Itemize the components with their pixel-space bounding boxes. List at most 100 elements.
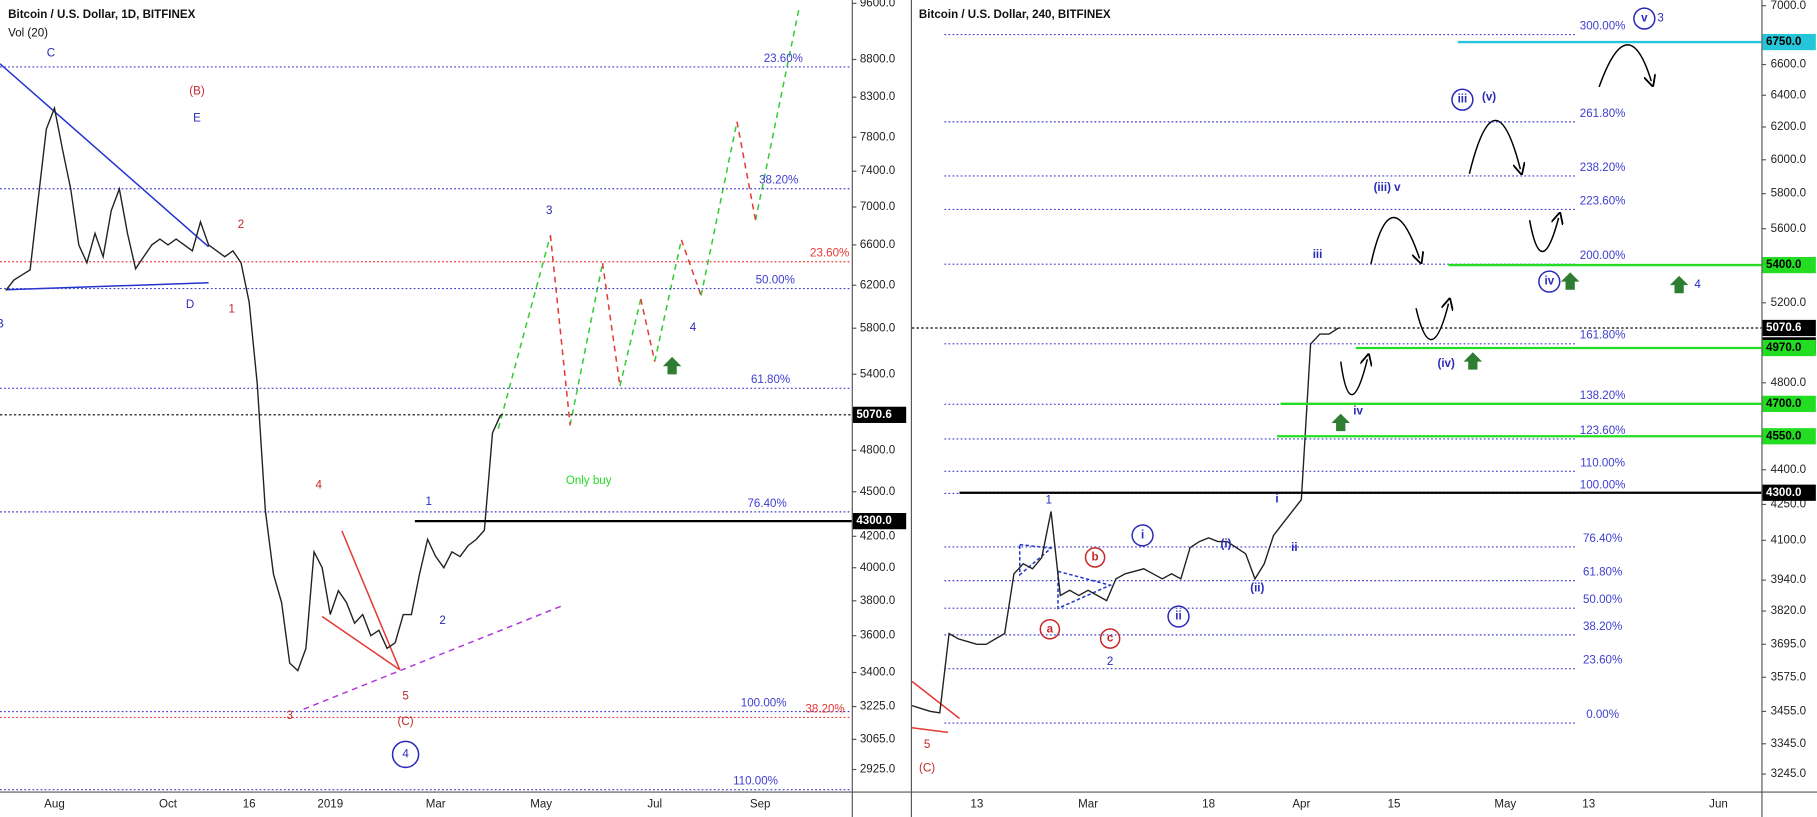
- wave-label: 4: [315, 480, 322, 492]
- wave-label: 5: [924, 739, 930, 751]
- wave-label: (B): [189, 86, 205, 98]
- y-tick-label: 4400.0: [1771, 464, 1806, 476]
- x-tick-label: Oct: [159, 798, 178, 810]
- price-box: [852, 513, 907, 530]
- fib-label: 61.80%: [751, 374, 790, 386]
- y-tick-label: 4200.0: [860, 530, 895, 542]
- price-box-label: 5400.0: [1766, 259, 1801, 271]
- wave-label: i: [1141, 529, 1144, 541]
- wave-circle: [1131, 524, 1154, 547]
- y-tick-label: 6400.0: [1771, 89, 1806, 101]
- fib-label: 76.40%: [747, 498, 786, 510]
- fib-label: 50.00%: [756, 275, 795, 287]
- price-box-label: 5070.6: [1766, 322, 1802, 334]
- wave-label: (v): [1482, 91, 1496, 103]
- wave-label: a: [1047, 623, 1054, 635]
- y-tick-label: 7400.0: [860, 165, 895, 177]
- wave-label: 4: [1694, 279, 1701, 291]
- wave-label: v: [1641, 13, 1648, 25]
- y-tick-label: 4000.0: [860, 562, 895, 574]
- wave-label: 1: [1045, 495, 1051, 507]
- wave-circle: [1084, 547, 1106, 568]
- wave-circle: [1633, 7, 1656, 30]
- wave-label: B: [0, 319, 4, 331]
- y-tick-label: 4800.0: [1771, 377, 1806, 389]
- x-tick-label: Jun: [1709, 798, 1728, 810]
- fib-label: 123.60%: [1580, 425, 1626, 437]
- y-tick-label: 3400.0: [860, 667, 895, 679]
- x-tick-label: Apr: [1292, 798, 1310, 810]
- x-tick-label: May: [1494, 798, 1516, 810]
- wave-circle: [1538, 270, 1561, 293]
- price-box-label: 4300.0: [856, 515, 891, 527]
- fib-label: 50.00%: [1583, 594, 1622, 606]
- wave-label: (C): [919, 762, 935, 774]
- price-box-label: 5070.6: [856, 409, 892, 421]
- x-tick-label: May: [530, 798, 552, 810]
- trend-line: [0, 63, 210, 291]
- y-tick-label: 4100.0: [1771, 534, 1806, 546]
- y-tick-label: 3065.0: [860, 733, 895, 745]
- path-arrows: [1339, 44, 1652, 396]
- fib-label: 23.60%: [764, 53, 803, 65]
- wave-label: 1: [229, 303, 235, 315]
- y-tick-label: 3800.0: [860, 595, 895, 607]
- y-tick-label: 4250.0: [1771, 498, 1806, 510]
- wave-label: 4: [690, 322, 697, 334]
- wave-circle: [1039, 618, 1061, 640]
- y-tick-label: 5800.0: [1771, 188, 1806, 200]
- price-box: [1762, 33, 1816, 51]
- buy-arrows: [662, 272, 1689, 432]
- y-tick-label: 5800.0: [860, 322, 895, 334]
- y-tick-label: 3345.0: [1771, 738, 1806, 750]
- drawings: [0, 5, 1689, 734]
- price-box-label: 4970.0: [1766, 342, 1801, 354]
- y-tick-label: 3245.0: [1771, 768, 1806, 780]
- x-tick-label: Aug: [44, 798, 65, 810]
- wave-label: 2: [238, 219, 244, 231]
- y-tick-label: 8300.0: [860, 91, 895, 103]
- wave-circle: [1451, 88, 1474, 111]
- wave-label: ii: [1291, 542, 1297, 554]
- wave-label: D: [186, 299, 194, 311]
- fib-label: 100.00%: [1580, 479, 1626, 491]
- y-tick-label: 3600.0: [860, 630, 895, 642]
- x-tick-label: Jul: [647, 798, 662, 810]
- fib-label: 138.20%: [1580, 390, 1626, 402]
- wave-label: (i): [1221, 539, 1232, 551]
- wave-label: iv: [1544, 276, 1554, 288]
- wave-label: Only buy: [566, 475, 612, 487]
- price-box: [1762, 319, 1816, 337]
- x-tick-label: Sep: [750, 798, 771, 810]
- wave-label: ii: [1175, 611, 1181, 623]
- y-tick-label: 3820.0: [1771, 605, 1806, 617]
- wave-label: (iii) v: [1374, 182, 1402, 194]
- fib-label: 300.00%: [1580, 20, 1626, 32]
- wave-label: iv: [1353, 405, 1363, 417]
- fib-label: 100.00%: [741, 698, 787, 710]
- fib-label: 76.40%: [1583, 533, 1622, 545]
- price-box: [1762, 428, 1816, 445]
- y-tick-label: 3575.0: [1771, 671, 1806, 683]
- x-tick-label: Mar: [1078, 798, 1098, 810]
- price-box-label: 4300.0: [1766, 487, 1801, 499]
- y-tick-label: 3940.0: [1771, 574, 1806, 586]
- wave-label: 3: [546, 205, 552, 217]
- trend-line: [303, 604, 565, 710]
- wave-circle: [1099, 628, 1121, 649]
- fib-label: 38.20%: [759, 175, 798, 187]
- y-tick-label: 2925.0: [860, 764, 895, 776]
- wave-label: 3: [1657, 13, 1663, 25]
- wave-label: 4: [402, 748, 409, 760]
- chart-title: Bitcoin / U.S. Dollar, 240, BITFINEX: [919, 9, 1111, 21]
- wave-label: (ii): [1250, 583, 1264, 595]
- triangle: [1018, 543, 1113, 610]
- price-box-label: 4700.0: [1766, 398, 1801, 410]
- x-tick-label: 13: [1582, 798, 1595, 810]
- y-tick-label: 3695.0: [1771, 638, 1806, 650]
- fib-label: 261.80%: [1580, 108, 1626, 120]
- fib-label: 161.80%: [1580, 330, 1626, 342]
- wave-label: 2: [439, 615, 445, 627]
